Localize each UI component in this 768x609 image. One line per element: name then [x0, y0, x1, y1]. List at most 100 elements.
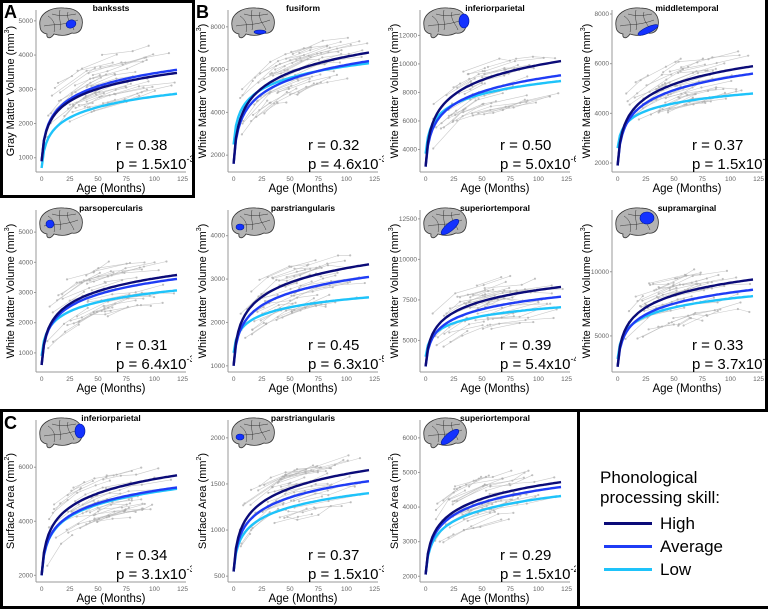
subject-point	[93, 477, 95, 479]
subject-point	[661, 74, 663, 76]
subject-point	[648, 282, 650, 284]
subject-point	[104, 310, 106, 312]
subject-point	[96, 521, 98, 523]
stat-p: p = 3.7x10-3	[692, 354, 768, 373]
subject-point	[468, 301, 470, 303]
subject-point	[640, 306, 642, 308]
subject-point	[642, 336, 644, 338]
x-tick-label: 75	[315, 376, 323, 383]
subject-point	[240, 545, 242, 547]
subject-point	[304, 471, 306, 473]
subject-point	[285, 101, 287, 103]
subject-point	[142, 298, 144, 300]
subject-point	[514, 60, 516, 62]
subject-point	[253, 320, 255, 322]
subject-point	[252, 80, 254, 82]
y-tick-label: 3000	[19, 290, 34, 297]
subject-point	[288, 265, 290, 267]
stat-r: r = 0.32	[308, 137, 359, 154]
subject-point	[119, 489, 121, 491]
subject-point	[436, 344, 438, 346]
subject-point	[124, 267, 126, 269]
region-highlight	[640, 212, 654, 224]
subject-point	[72, 487, 74, 489]
x-tick-label: 0	[424, 376, 428, 383]
subject-point	[527, 317, 529, 319]
subject-point	[326, 483, 328, 485]
subject-point	[489, 493, 491, 495]
x-tick-label: 0	[616, 176, 620, 183]
subject-point	[284, 53, 286, 55]
subject-point	[484, 82, 486, 84]
subject-point	[89, 78, 91, 80]
stat-p: p = 1.5x10-3	[692, 154, 768, 173]
y-axis-label: Surface Area (mm2)	[388, 453, 401, 549]
subject-point	[286, 280, 288, 282]
x-tick-label: 100	[341, 586, 352, 593]
subject-point	[364, 282, 366, 284]
x-tick-label: 25	[642, 376, 650, 383]
subject-point	[319, 73, 321, 75]
subject-point	[664, 101, 666, 103]
x-tick-label: 25	[66, 176, 74, 183]
subject-point	[274, 490, 276, 492]
subject-point	[312, 470, 314, 472]
subject-point	[132, 50, 134, 52]
subject-point	[510, 470, 512, 472]
subject-point	[470, 525, 472, 527]
subject-point	[747, 55, 749, 57]
subject-trajectory	[277, 79, 348, 103]
subject-point	[347, 454, 349, 456]
subject-trajectory	[649, 269, 694, 283]
subject-point	[523, 477, 525, 479]
subject-point	[240, 313, 242, 315]
subject-point	[93, 110, 95, 112]
subject-point	[437, 336, 439, 338]
subject-point	[533, 481, 535, 483]
subject-point	[477, 307, 479, 309]
subject-point	[474, 319, 476, 321]
subject-point	[638, 118, 640, 120]
subject-point	[683, 298, 685, 300]
subject-point	[552, 317, 554, 319]
subject-point	[303, 47, 305, 49]
subject-point	[554, 57, 556, 59]
subject-point	[337, 51, 339, 53]
brain-icon	[616, 208, 659, 238]
y-tick-label: 8000	[595, 11, 610, 18]
subject-point	[527, 470, 529, 472]
subject-point	[518, 316, 520, 318]
subject-point	[456, 120, 458, 122]
subject-point	[109, 492, 111, 494]
brain-icon	[424, 8, 469, 38]
x-tick-label: 125	[561, 586, 572, 593]
subject-point	[724, 92, 726, 94]
legend-item-low: Low	[600, 558, 723, 581]
subject-point	[440, 127, 442, 129]
subject-point	[289, 300, 291, 302]
subject-point	[263, 112, 265, 114]
subject-point	[679, 283, 681, 285]
y-tick-label: 4000	[595, 110, 610, 117]
subject-point	[473, 480, 475, 482]
subject-point	[634, 96, 636, 98]
subject-point	[57, 294, 59, 296]
subject-point	[258, 279, 260, 281]
subject-point	[502, 478, 504, 480]
y-axis-label: Gray Matter Volume (mm3)	[4, 26, 17, 156]
subject-point	[488, 475, 490, 477]
subject-point	[46, 565, 48, 567]
subject-point	[283, 476, 285, 478]
subject-point	[120, 61, 122, 63]
subject-point	[85, 95, 87, 97]
chart-title: middletemporal	[655, 3, 718, 13]
subject-point	[662, 71, 664, 73]
subject-point	[308, 80, 310, 82]
subject-point	[481, 76, 483, 78]
subject-point	[292, 53, 294, 55]
